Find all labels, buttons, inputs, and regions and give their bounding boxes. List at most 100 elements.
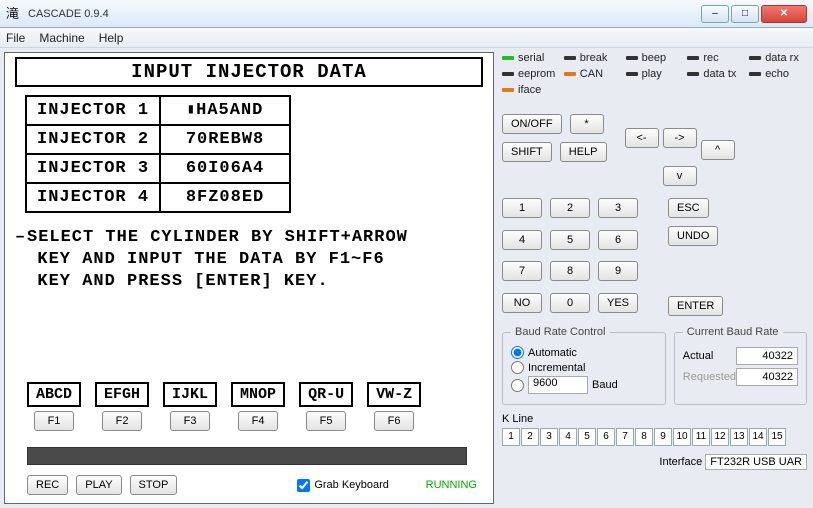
menu-file[interactable]: File (6, 31, 25, 45)
baud-select[interactable]: 9600 (528, 376, 588, 394)
no-button[interactable]: NO (502, 293, 542, 313)
kline-cell[interactable]: 1 (502, 428, 520, 446)
key-2[interactable]: 2 (550, 198, 590, 218)
key-0[interactable]: 0 (550, 293, 590, 313)
kline-cell[interactable]: 7 (616, 428, 634, 446)
kline-cell[interactable]: 8 (635, 428, 653, 446)
led-dot-icon (564, 56, 576, 60)
kline-cell[interactable]: 15 (768, 428, 786, 446)
baud-auto-radio[interactable]: Automatic (511, 346, 657, 359)
play-button[interactable]: PLAY (76, 475, 121, 495)
led-eeprom: eeprom (502, 68, 560, 80)
key-9[interactable]: 9 (598, 261, 638, 281)
key-6[interactable]: 6 (598, 230, 638, 250)
instructions: –SELECT THE CYLINDER BY SHIFT+ARROW KEY … (15, 227, 483, 293)
current-baud-group: Current Baud Rate Actual40322 Requested4… (674, 326, 807, 405)
injector-label: INJECTOR 2 (26, 125, 160, 154)
led-CAN: CAN (564, 68, 622, 80)
f4-button[interactable]: F4 (238, 411, 278, 431)
onoff-button[interactable]: ON/OFF (502, 114, 562, 134)
led-iface: iface (502, 84, 560, 96)
down-button[interactable]: v (663, 166, 697, 186)
fkey-label: IJKL (163, 382, 217, 407)
led-dot-icon (687, 56, 699, 60)
led-serial: serial (502, 52, 560, 64)
f3-button[interactable]: F3 (170, 411, 210, 431)
injector-value[interactable]: 8FZ08ED (160, 183, 290, 212)
kline-cell[interactable]: 13 (730, 428, 748, 446)
kline-cell[interactable]: 12 (711, 428, 729, 446)
key-5[interactable]: 5 (550, 230, 590, 250)
menu-help[interactable]: Help (99, 31, 124, 45)
injector-value[interactable]: 70REBW8 (160, 125, 290, 154)
f5-button[interactable]: F5 (306, 411, 346, 431)
baud-incremental-radio[interactable]: Incremental (511, 361, 657, 374)
kline-cell[interactable]: 5 (578, 428, 596, 446)
kline-cell[interactable]: 14 (749, 428, 767, 446)
interface-label: Interface (659, 456, 702, 468)
maximize-button[interactable]: □ (731, 5, 759, 23)
kline-cell[interactable]: 2 (521, 428, 539, 446)
led-break: break (564, 52, 622, 64)
led-dot-icon (626, 72, 638, 76)
enter-button[interactable]: ENTER (668, 296, 723, 316)
injector-table: INJECTOR 1 HA5AND INJECTOR 2 70REBW8 INJ… (25, 95, 291, 213)
key-4[interactable]: 4 (502, 230, 542, 250)
grab-keyboard-input[interactable] (297, 479, 310, 492)
injector-value[interactable]: HA5AND (160, 96, 290, 125)
led-echo: echo (749, 68, 807, 80)
window-title: CASCADE 0.9.4 (28, 8, 701, 20)
led-dot-icon (502, 88, 514, 92)
f6-button[interactable]: F6 (374, 411, 414, 431)
led-dot-icon (626, 56, 638, 60)
help-button[interactable]: HELP (560, 142, 607, 162)
kline-cell[interactable]: 6 (597, 428, 615, 446)
minimize-button[interactable]: – (701, 5, 729, 23)
menu-machine[interactable]: Machine (39, 31, 84, 45)
stop-button[interactable]: STOP (130, 475, 178, 495)
undo-button[interactable]: UNDO (668, 226, 718, 246)
f1-button[interactable]: F1 (34, 411, 74, 431)
left-button[interactable]: <- (625, 128, 659, 148)
grab-keyboard-label: Grab Keyboard (314, 479, 389, 491)
grab-keyboard-checkbox[interactable]: Grab Keyboard (297, 479, 389, 492)
led-label: data tx (703, 68, 736, 80)
up-button[interactable]: ^ (701, 140, 735, 160)
key-1[interactable]: 1 (502, 198, 542, 218)
shift-button[interactable]: SHIFT (502, 142, 552, 162)
injector-value[interactable]: 60I06A4 (160, 154, 290, 183)
kline-group: K Line 123456789101112131415 (502, 413, 807, 446)
baud-manual-radio[interactable]: 9600 Baud (511, 376, 657, 394)
led-label: eeprom (518, 68, 555, 80)
led-dot-icon (502, 56, 514, 60)
progress-bar (27, 447, 467, 465)
fkey-label: VW-Z (367, 382, 421, 407)
led-beep: beep (626, 52, 684, 64)
baud-unit-label: Baud (592, 379, 618, 391)
requested-value: 40322 (736, 368, 798, 386)
star-button[interactable]: * (570, 114, 604, 134)
led-label: break (580, 52, 608, 64)
injector-label: INJECTOR 1 (26, 96, 160, 125)
rec-button[interactable]: REC (27, 475, 68, 495)
close-button[interactable]: ✕ (761, 5, 807, 23)
injector-label: INJECTOR 3 (26, 154, 160, 183)
led-label: play (642, 68, 662, 80)
kline-cell[interactable]: 11 (692, 428, 710, 446)
key-8[interactable]: 8 (550, 261, 590, 281)
kline-cell[interactable]: 4 (559, 428, 577, 446)
led-dot-icon (749, 72, 761, 76)
f2-button[interactable]: F2 (102, 411, 142, 431)
kline-cell[interactable]: 10 (673, 428, 691, 446)
key-3[interactable]: 3 (598, 198, 638, 218)
kline-cell[interactable]: 9 (654, 428, 672, 446)
table-row: INJECTOR 2 70REBW8 (26, 125, 290, 154)
yes-button[interactable]: YES (598, 293, 638, 313)
led-dot-icon (749, 56, 761, 60)
esc-button[interactable]: ESC (668, 198, 709, 218)
kline-cell[interactable]: 3 (540, 428, 558, 446)
terminal-panel: INPUT INJECTOR DATA INJECTOR 1 HA5AND IN… (4, 52, 494, 504)
right-button[interactable]: -> (663, 128, 697, 148)
key-7[interactable]: 7 (502, 261, 542, 281)
led-grid: serialbreakbeeprecdata rxeepromCANplayda… (502, 52, 807, 96)
